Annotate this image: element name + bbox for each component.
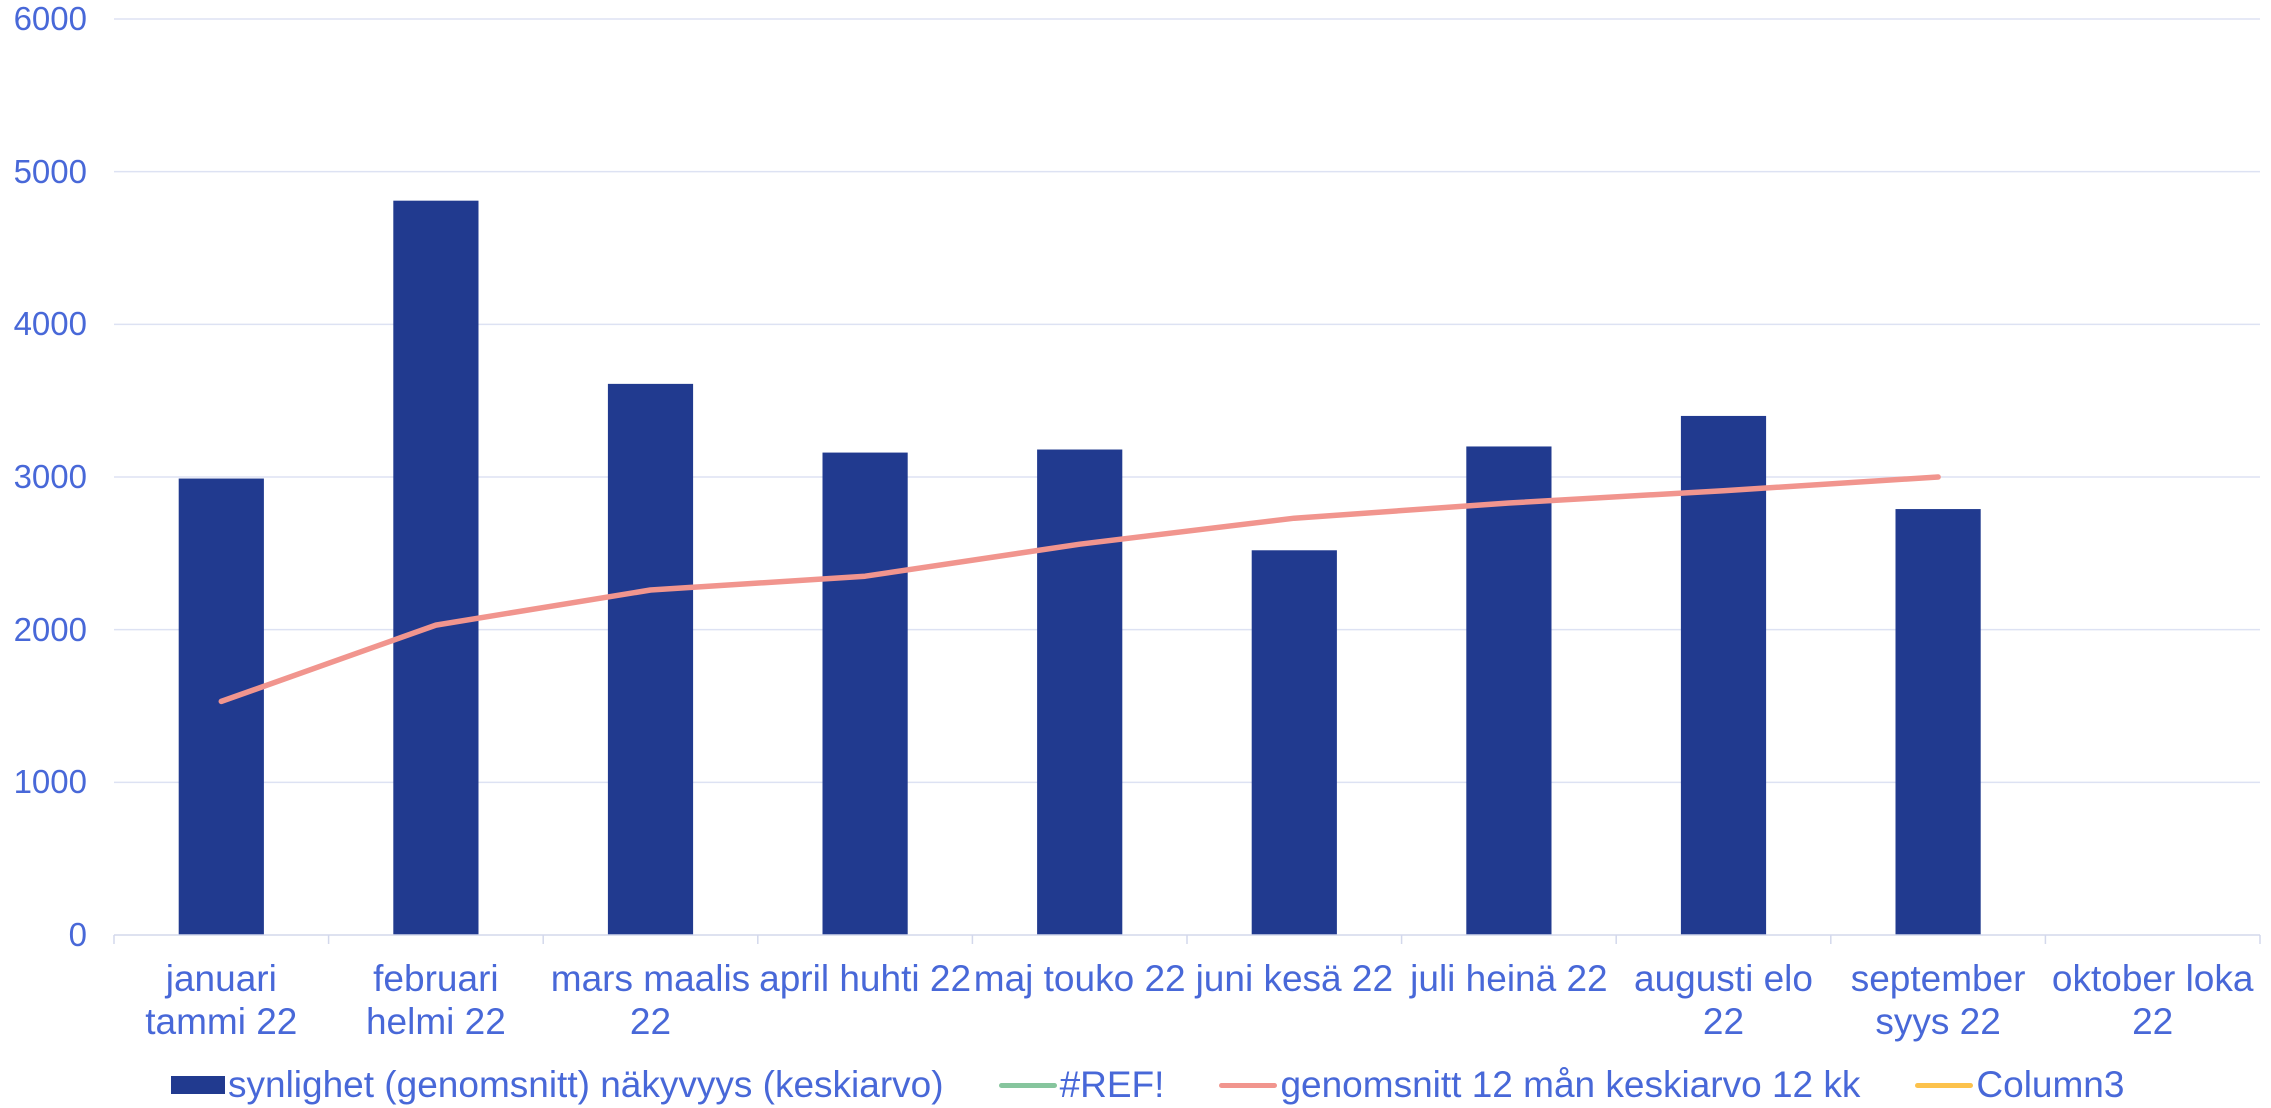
y-axis-tick-label: 6000 — [13, 0, 87, 37]
bar — [1037, 449, 1123, 935]
bar — [1251, 550, 1337, 935]
bar — [1895, 509, 1981, 935]
legend-label: synlighet (genomsnitt) näkyvyys (keskiar… — [228, 1064, 944, 1105]
bar — [822, 452, 908, 935]
bar — [393, 200, 479, 935]
legend-item: synlighet (genomsnitt) näkyvyys (keskiar… — [171, 1064, 944, 1106]
legend-item: Column3 — [1915, 1064, 2124, 1106]
legend-label: genomsnitt 12 mån keskiarvo 12 kk — [1280, 1064, 1861, 1105]
y-axis-tick-label: 0 — [68, 916, 87, 953]
legend-item: genomsnitt 12 mån keskiarvo 12 kk — [1219, 1064, 1860, 1106]
legend: synlighet (genomsnitt) näkyvyys (keskiar… — [171, 1064, 2124, 1106]
x-axis-category-label: oktober loka 22 — [2051, 958, 2254, 1042]
y-axis-tick-label: 1000 — [13, 763, 87, 801]
x-axis-category-label: februari helmi 22 — [365, 958, 506, 1042]
x-axis-category-label: september syys 22 — [1850, 958, 2026, 1042]
legend-line-swatch — [1915, 1082, 1974, 1088]
legend-line-swatch — [1219, 1082, 1278, 1088]
legend-line-swatch — [998, 1082, 1057, 1088]
x-axis-category-label: april huhti 22 — [759, 958, 972, 999]
y-axis-tick-label: 4000 — [13, 305, 87, 343]
legend-bar-swatch — [171, 1076, 225, 1094]
y-axis-tick-label: 2000 — [13, 610, 87, 648]
y-axis-tick-label: 3000 — [13, 458, 87, 495]
legend-item: #REF! — [998, 1064, 1165, 1106]
x-axis-category-label: maj touko 22 — [973, 958, 1186, 999]
y-axis-tick-label: 5000 — [13, 152, 87, 190]
x-axis-category-label: augusti elo 22 — [1634, 958, 1813, 1042]
bar — [1466, 446, 1552, 935]
x-axis-category-label: januari tammi 22 — [145, 958, 298, 1042]
x-axis-category-label: juni kesä 22 — [1195, 958, 1394, 999]
bar — [607, 383, 694, 936]
bar — [178, 478, 264, 935]
legend-label: #REF! — [1059, 1064, 1165, 1105]
x-axis-category-label: juli heinä 22 — [1410, 958, 1608, 999]
bar — [1680, 415, 1767, 935]
series-line — [218, 474, 1941, 705]
legend-label: Column3 — [1976, 1064, 2125, 1105]
x-axis-category-label: mars maalis 22 — [550, 958, 751, 1042]
